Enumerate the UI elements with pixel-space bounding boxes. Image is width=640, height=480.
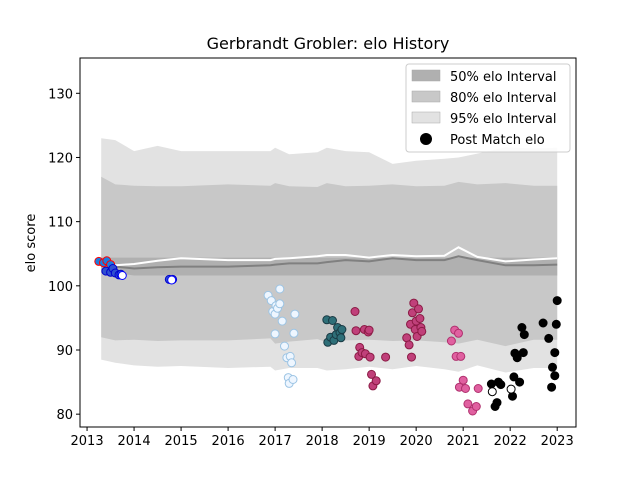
- data-point: [509, 372, 519, 382]
- legend-label: 95% elo Interval: [450, 112, 557, 127]
- x-tick-label: 2018: [306, 434, 339, 449]
- data-point: [496, 380, 506, 390]
- data-point: [287, 358, 297, 368]
- data-point: [280, 341, 289, 351]
- band-50: [101, 257, 558, 276]
- data-point: [519, 330, 529, 340]
- data-point: [167, 275, 177, 285]
- x-tick-label: 2017: [259, 434, 292, 449]
- legend-label: 50% elo Interval: [450, 70, 557, 85]
- x-tick-label: 2020: [400, 434, 433, 449]
- y-tick-label: 110: [48, 216, 73, 231]
- data-point: [512, 353, 522, 363]
- median-line: [101, 255, 558, 270]
- data-point: [350, 307, 360, 316]
- x-tick-label: 2019: [353, 434, 386, 449]
- data-point: [550, 371, 560, 381]
- x-tick-label: 2021: [447, 434, 480, 449]
- data-point: [506, 384, 516, 394]
- x-tick-label: 2022: [494, 434, 527, 449]
- data-point: [117, 271, 127, 280]
- data-point: [492, 398, 502, 408]
- x-tick-label: 2023: [541, 434, 574, 449]
- chart-title: Gerbrandt Grobler: elo History: [207, 34, 450, 53]
- data-point: [351, 326, 361, 336]
- data-point: [371, 376, 381, 386]
- data-point: [463, 399, 473, 409]
- x-tick-label: 2014: [118, 434, 151, 449]
- data-point: [461, 384, 470, 393]
- elo-line: [101, 246, 558, 267]
- data-point: [446, 336, 456, 346]
- data-point: [548, 362, 557, 372]
- data-point: [328, 316, 337, 325]
- data-point: [288, 375, 298, 384]
- data-point: [456, 351, 466, 361]
- data-point: [487, 387, 497, 397]
- legend-label: 80% elo Interval: [450, 91, 557, 106]
- legend-swatch: [411, 69, 441, 82]
- y-axis-title: elo score: [24, 214, 39, 273]
- legend-marker: [420, 133, 432, 145]
- data-point: [515, 377, 525, 387]
- data-point: [458, 375, 468, 385]
- data-point: [544, 333, 554, 343]
- legend-label: Post Match elo: [450, 133, 545, 148]
- y-tick-label: 80: [56, 408, 73, 423]
- data-point: [275, 284, 285, 294]
- data-point: [289, 328, 299, 338]
- legend: 50% elo Interval 80% elo Interval 95% elo …: [405, 63, 571, 153]
- data-point: [473, 384, 483, 393]
- data-point: [275, 299, 285, 309]
- data-point: [547, 382, 557, 392]
- data-point: [277, 316, 287, 326]
- legend-swatch: [411, 111, 441, 124]
- data-point: [471, 402, 481, 411]
- data-point: [270, 329, 280, 339]
- data-point: [336, 333, 346, 343]
- y-tick-label: 130: [48, 87, 73, 102]
- data-point: [367, 369, 376, 379]
- x-tick-label: 2013: [71, 434, 104, 449]
- data-point: [508, 391, 517, 401]
- plot-area: [94, 138, 562, 416]
- data-point: [550, 348, 560, 358]
- data-point: [404, 340, 414, 350]
- data-point: [454, 328, 463, 338]
- data-point: [417, 326, 427, 336]
- data-point: [518, 348, 528, 358]
- axes: 2013 2014 2015 2016 2017 2018 2019 2020 2021 2022…: [48, 57, 577, 449]
- legend-swatch: [411, 90, 441, 103]
- axes-frame: [79, 57, 577, 428]
- y-tick-label: 90: [56, 344, 73, 359]
- data-point: [414, 304, 423, 314]
- y-tick-label: 120: [48, 151, 73, 166]
- data-point: [415, 314, 425, 323]
- data-point: [552, 296, 562, 306]
- data-point: [551, 319, 561, 329]
- data-point: [364, 325, 374, 335]
- x-tick-label: 2016: [212, 434, 245, 449]
- x-tick-label: 2015: [165, 434, 198, 449]
- data-point: [409, 298, 419, 308]
- legend-box: [405, 63, 571, 153]
- data-point: [407, 352, 416, 362]
- data-point: [365, 352, 375, 362]
- data-point: [538, 318, 548, 328]
- data-point: [381, 352, 391, 362]
- y-tick-label: 100: [48, 280, 73, 295]
- data-point: [290, 309, 300, 319]
- data-point: [337, 325, 347, 334]
